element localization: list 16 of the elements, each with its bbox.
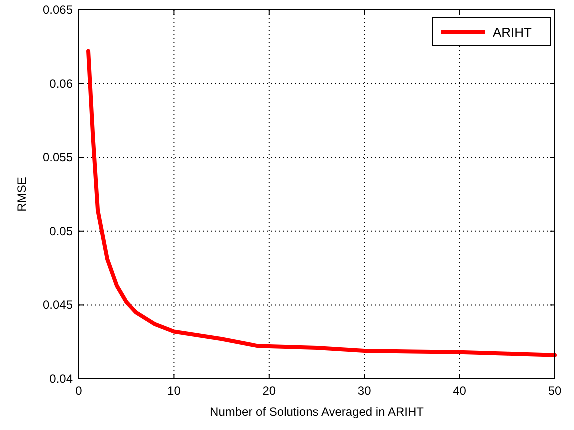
y-tick-label: 0.065 — [42, 3, 74, 17]
y-tick-label: 0.05 — [50, 224, 74, 238]
y-tick-label: 0.04 — [50, 372, 74, 386]
y-tick-label: 0.045 — [42, 298, 74, 312]
x-axis-title: Number of Solutions Averaged in ARIHT — [210, 405, 425, 419]
x-tick-label: 50 — [548, 384, 562, 398]
x-tick-label: 20 — [262, 384, 276, 398]
legend-label: ARIHT — [493, 25, 532, 40]
x-tick-label: 30 — [358, 384, 372, 398]
x-tick-label: 40 — [453, 384, 467, 398]
y-axis-title: RMSE — [15, 177, 29, 212]
x-tick-label: 10 — [168, 384, 182, 398]
line-series — [86, 49, 557, 358]
y-tick-label: 0.06 — [50, 76, 74, 91]
x-tick-label: 0 — [76, 384, 83, 398]
y-tick-label: 0.055 — [42, 150, 74, 165]
